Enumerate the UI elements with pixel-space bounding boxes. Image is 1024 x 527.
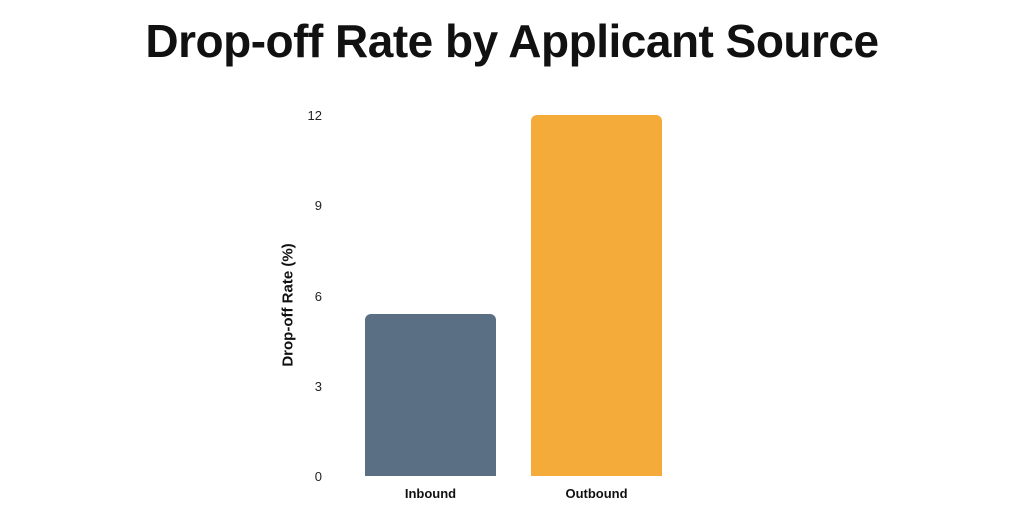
y-tick-3: 3 (314, 379, 322, 394)
y-tick-9: 9 (314, 198, 322, 213)
y-tick-0: 0 (314, 469, 322, 484)
y-axis-label: Drop-off Rate (%) (279, 243, 297, 367)
y-tick-12: 12 (307, 108, 322, 123)
chart-title: Drop-off Rate by Applicant Source (145, 15, 879, 67)
bar-outbound (531, 115, 662, 476)
x-label-outbound: Outbound (565, 486, 628, 501)
bar-inbound (365, 313, 496, 476)
y-tick-6: 6 (314, 289, 322, 304)
x-label-inbound: Inbound (404, 486, 457, 501)
